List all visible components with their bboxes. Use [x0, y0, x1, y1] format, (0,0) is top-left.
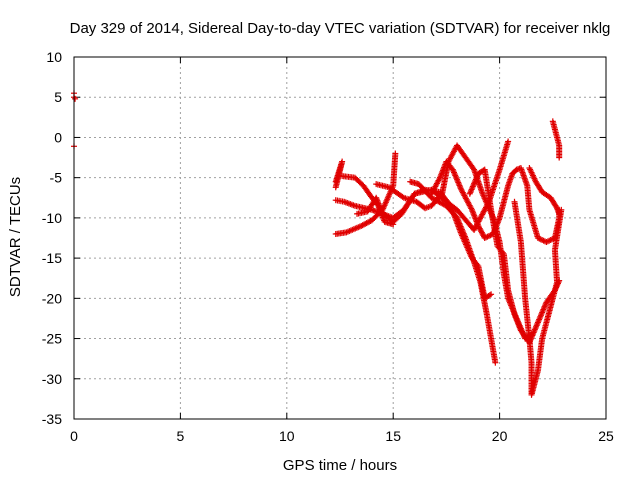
series-10 [466, 166, 563, 346]
series-1 [71, 90, 79, 150]
chart-title: Day 329 of 2014, Sidereal Day-to-day VTE… [70, 20, 611, 37]
series-12 [526, 165, 563, 217]
series-11 [511, 198, 565, 398]
y-tick-label: -5 [50, 170, 63, 186]
y-tick-label: 5 [54, 89, 62, 105]
data-point [390, 221, 397, 228]
y-tick-label: -35 [42, 411, 62, 427]
y-tick-label: -15 [42, 250, 62, 266]
x-tick-label: 0 [70, 428, 78, 444]
data-point [556, 210, 563, 217]
ticks-layer: 0 5 10 15 20 25 10 5 0 -5 -10 -15 -20 -25 -30 -35 [42, 49, 614, 444]
data-point [505, 138, 512, 145]
y-tick-label: -20 [42, 290, 62, 306]
data-marks [71, 90, 565, 398]
y-tick-label: 10 [46, 49, 62, 65]
data-point [332, 178, 339, 185]
series-8 [407, 178, 499, 366]
data-point [499, 249, 506, 256]
y-tick-label: -10 [42, 210, 62, 226]
data-point [488, 291, 495, 298]
y-tick-label: -25 [42, 331, 62, 347]
y-axis-label: SDTVAR / TECUs [7, 177, 24, 297]
data-point [72, 95, 79, 102]
x-tick-label: 10 [279, 428, 295, 444]
data-point [553, 203, 560, 210]
y-tick-label: 0 [54, 129, 62, 145]
grid-layer [74, 57, 606, 419]
data-point [392, 150, 399, 157]
data-point [492, 359, 499, 366]
plot-frame [73, 56, 607, 420]
series-13 [549, 118, 563, 161]
y-tick-label: -30 [42, 371, 62, 387]
x-tick-label: 15 [385, 428, 401, 444]
x-tick-label: 25 [598, 428, 614, 444]
x-tick-label: 5 [177, 428, 185, 444]
x-tick-label: 20 [492, 428, 508, 444]
series-2 [332, 158, 346, 191]
data-point [438, 191, 445, 198]
x-axis-label: GPS time / hours [283, 457, 397, 474]
data-point [556, 154, 563, 161]
data-point [486, 292, 493, 299]
